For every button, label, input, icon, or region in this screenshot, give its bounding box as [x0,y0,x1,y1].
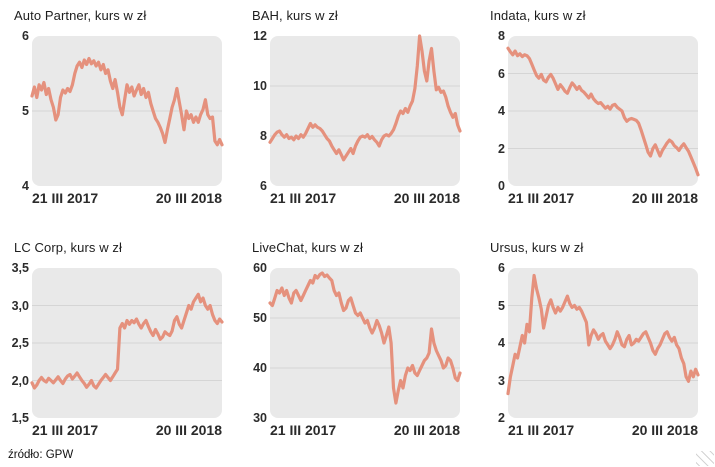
chart-card-ursus: Ursus, kurs w zł 6 5 4 3 2 21 III 2017 20 II… [476,232,714,442]
price-line [268,34,462,162]
y-tick-label: 2 [498,410,505,425]
chart-title: Auto Partner, kurs w zł [14,8,147,23]
y-tick-label: 6 [498,66,505,81]
y-tick-label: 50 [253,310,267,325]
x-axis-end-date: 20 III 2018 [155,190,222,206]
y-tick-label: 4 [22,178,29,193]
y-tick-label: 3 [498,373,505,388]
y-tick-label: 8 [260,128,267,143]
y-tick-label: 4 [498,103,505,118]
source-label: źródło: GPW [8,449,74,461]
y-tick-label: 10 [253,78,267,93]
price-chart-svg [30,292,224,390]
y-axis: 12 10 8 6 [250,30,270,192]
chart-title: LC Corp, kurs w zł [14,240,122,255]
x-axis-start-date: 21 III 2017 [32,190,99,206]
y-tick-label: 1,5 [11,410,29,425]
chart-card-lc-corp: LC Corp, kurs w zł 3,5 3,0 2,5 2,0 1,5 21 II… [0,232,238,442]
chart-title: BAH, kurs w zł [252,8,338,23]
y-tick-label: 8 [498,28,505,43]
x-axis: 21 III 2017 20 III 2018 [270,418,460,442]
plot-area [268,268,462,418]
y-axis: 6 5 4 3 2 [488,262,508,424]
price-chart-svg [268,34,462,162]
charts-grid: Auto Partner, kurs w zł 6 5 4 21 III 2017 … [0,0,714,442]
x-axis-end-date: 20 III 2018 [393,190,460,206]
chart-title: LiveChat, kurs w zł [252,240,363,255]
x-axis-start-date: 21 III 2017 [508,190,575,206]
price-line [268,271,462,405]
chart-card-auto-partner: Auto Partner, kurs w zł 6 5 4 21 III 2017 … [0,0,238,210]
y-tick-label: 60 [253,260,267,275]
y-tick-label: 6 [260,178,267,193]
y-axis: 8 6 4 2 0 [488,30,508,192]
price-line [30,56,224,147]
x-axis: 21 III 2017 20 III 2018 [508,186,698,210]
chart-card-bah: BAH, kurs w zł 12 10 8 6 21 III 2017 20 III… [238,0,476,210]
footer: źródło: GPW [0,444,715,467]
y-tick-label: 2,5 [11,335,29,350]
plot-area [506,268,700,418]
x-axis: 21 III 2017 20 III 2018 [270,186,460,210]
y-axis: 3,5 3,0 2,5 2,0 1,5 [11,262,32,424]
chart-title: Ursus, kurs w zł [490,240,584,255]
y-tick-label: 30 [253,410,267,425]
y-tick-label: 3,0 [11,298,29,313]
y-tick-label: 12 [253,28,267,43]
plot-area [506,36,700,186]
y-tick-label: 6 [22,28,29,43]
x-axis-end-date: 20 III 2018 [393,422,460,438]
price-line [30,292,224,390]
y-tick-label: 5 [22,103,29,118]
price-chart-svg [506,46,700,177]
x-axis-end-date: 20 III 2018 [631,422,698,438]
price-chart-svg [506,273,700,396]
y-tick-label: 4 [498,335,505,350]
corner-hatch-decoration [696,451,714,466]
chart-card-indata: Indata, kurs w zł 8 6 4 2 0 21 III 2017 20 I… [476,0,714,210]
y-tick-label: 40 [253,360,267,375]
x-axis-end-date: 20 III 2018 [631,190,698,206]
y-tick-label: 5 [498,298,505,313]
y-axis: 6 5 4 [12,30,32,192]
plot-area [30,268,224,418]
x-axis-start-date: 21 III 2017 [270,190,337,206]
x-axis: 21 III 2017 20 III 2018 [508,418,698,442]
y-tick-label: 3,5 [11,260,29,275]
x-axis-end-date: 20 III 2018 [155,422,222,438]
price-line [506,273,700,396]
chart-title: Indata, kurs w zł [490,8,586,23]
plot-area [268,34,462,186]
y-axis: 60 50 40 30 [250,262,270,424]
x-axis-start-date: 21 III 2017 [508,422,575,438]
price-line [506,46,700,177]
plot-area [30,36,224,186]
y-tick-label: 6 [498,260,505,275]
y-tick-label: 2,0 [11,373,29,388]
x-axis-start-date: 21 III 2017 [270,422,337,438]
chart-card-livechat: LiveChat, kurs w zł 60 50 40 30 21 III 2017… [238,232,476,442]
x-axis: 21 III 2017 20 III 2018 [32,418,222,442]
price-chart-svg [268,271,462,405]
x-axis-start-date: 21 III 2017 [32,422,99,438]
y-tick-label: 0 [498,178,505,193]
x-axis: 21 III 2017 20 III 2018 [32,186,222,210]
y-tick-label: 2 [498,141,505,156]
price-chart-svg [30,56,224,147]
